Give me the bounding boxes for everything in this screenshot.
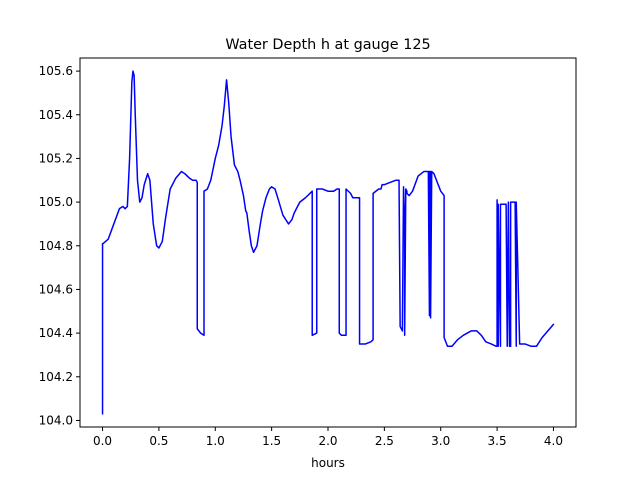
y-tick-label: 104.8	[39, 239, 73, 253]
chart-title: Water Depth h at gauge 125	[225, 37, 430, 53]
x-tick-label: 2.0	[318, 434, 337, 448]
y-tick-label: 104.2	[39, 370, 73, 384]
y-tick-label: 104.0	[39, 413, 73, 427]
x-tick-label: 0.0	[93, 434, 112, 448]
x-tick-label: 2.5	[375, 434, 394, 448]
x-axis: 0.0 0.5 1.0 1.5 2.0 2.5 3.0 3.5 4.0	[93, 427, 563, 448]
y-tick-label: 105.6	[39, 64, 73, 78]
x-tick-label: 3.5	[488, 434, 507, 448]
x-tick-label: 0.5	[149, 434, 168, 448]
x-tick-label: 4.0	[544, 434, 563, 448]
plot-area	[101, 70, 555, 415]
y-axis: 104.0 104.2 104.4 104.6 104.8 105.0 105.2 105.4…	[39, 64, 80, 427]
y-tick-label: 105.4	[39, 108, 73, 122]
y-tick-label: 104.6	[39, 282, 73, 296]
x-tick-label: 3.0	[431, 434, 450, 448]
y-tick-label: 105.0	[39, 195, 73, 209]
x-axis-label: hours	[311, 456, 345, 470]
x-tick-label: 1.5	[262, 434, 281, 448]
x-tick-label: 1.0	[206, 434, 225, 448]
y-tick-label: 105.2	[39, 151, 73, 165]
series-line-0	[101, 70, 555, 415]
y-tick-label: 104.4	[39, 326, 73, 340]
